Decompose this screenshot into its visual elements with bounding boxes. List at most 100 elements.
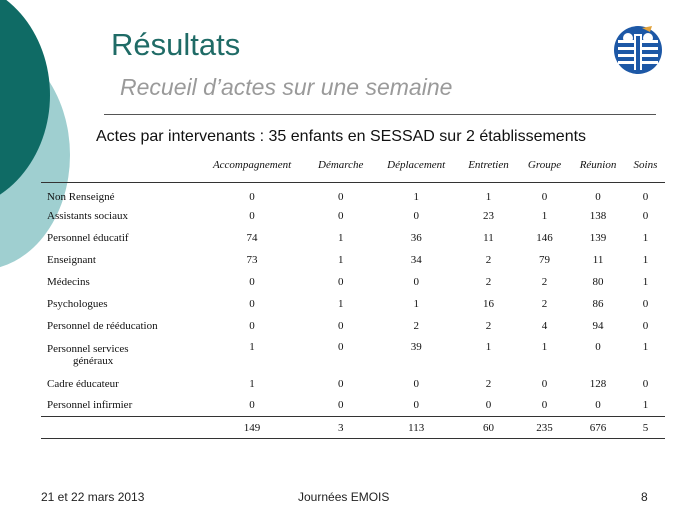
row-label: Psychologues: [47, 297, 108, 310]
cell: 1: [413, 297, 419, 310]
cell: 0: [337, 399, 344, 412]
cell: 0: [337, 190, 344, 203]
row-label-line2: généraux: [73, 354, 114, 367]
cell: 0: [642, 377, 649, 390]
cell: 0: [541, 399, 548, 412]
cell: 0: [249, 275, 255, 288]
cell: 1: [249, 340, 255, 353]
row-label: Personnel de rééducation: [47, 319, 158, 332]
cell: 0: [337, 377, 344, 390]
cell: 34: [410, 253, 422, 266]
cell: 0: [337, 340, 344, 353]
header-entretien: Entretien: [458, 148, 519, 183]
table-header-row: Accompagnement Démarche Déplacement Entr…: [41, 148, 665, 183]
total-cell: 149: [197, 416, 308, 439]
footer-event: Journées EMOIS: [298, 490, 390, 504]
row-label: Personnel éducatif: [47, 231, 129, 244]
cell: 73: [246, 253, 258, 266]
cell: 1: [642, 253, 649, 266]
cell: 0: [249, 319, 255, 332]
cell: 0: [249, 190, 255, 203]
row-label: Non Renseigné: [47, 190, 115, 203]
cell: 0: [642, 297, 649, 310]
cell: 0: [642, 319, 649, 332]
cell: 0: [595, 399, 601, 412]
cell: 94: [592, 319, 604, 332]
cell: 2: [485, 253, 492, 266]
title-divider: [104, 114, 656, 115]
total-cell: 235: [518, 416, 571, 439]
slide-title: Résultats: [111, 27, 241, 62]
cell: 0: [337, 275, 344, 288]
cell: 1: [485, 190, 492, 203]
total-cell: 5: [625, 416, 665, 439]
cell: 0: [541, 190, 548, 203]
cell: 139: [589, 231, 607, 244]
cell: 0: [595, 340, 601, 353]
total-cell: 3: [307, 416, 375, 439]
cell: 11: [483, 231, 494, 244]
table-row: Médecins 0 0 0 2 2 80 1: [41, 271, 665, 293]
slide-subtitle: Recueil d’actes sur une semaine: [120, 74, 453, 100]
cell: 36: [410, 231, 422, 244]
cell: 1: [642, 275, 649, 288]
table-row: Psychologues 0 1 1 16 2 86 0: [41, 293, 665, 315]
footer-page-number: 8: [641, 490, 648, 504]
header-accompagnement: Accompagnement: [197, 148, 308, 183]
results-table: Accompagnement Démarche Déplacement Entr…: [41, 148, 665, 439]
table-row: Personnel de rééducation 0 0 2 2 4 94 0: [41, 315, 665, 337]
header-reunion: Réunion: [570, 148, 626, 183]
cell: 1: [642, 399, 649, 412]
cell: 1: [485, 340, 492, 353]
table-caption: Actes par intervenants : 35 enfants en S…: [96, 128, 587, 145]
emois-logo-icon: [614, 26, 662, 74]
row-label: Médecins: [47, 275, 90, 288]
cell: 1: [541, 209, 548, 222]
cell: 1: [413, 190, 419, 203]
total-cell: 60: [458, 416, 519, 439]
cell: 16: [482, 297, 494, 310]
cell: 2: [485, 377, 492, 390]
cell: 0: [413, 399, 419, 412]
row-label-line1: Personnel services: [47, 342, 129, 355]
cell: 1: [642, 231, 649, 244]
table-row: Assistants sociaux 0 0 0 23 1 138 0: [41, 205, 665, 227]
cell: 1: [337, 253, 344, 266]
cell: 0: [249, 297, 255, 310]
cell: 146: [536, 231, 553, 244]
cell: 2: [541, 275, 548, 288]
row-label: Personnel services généraux: [41, 337, 197, 373]
table-row: Personnel infirmier 0 0 0 0 0 0 1: [41, 395, 665, 417]
cell: 0: [249, 209, 255, 222]
cell: 1: [249, 377, 255, 390]
cell: 74: [246, 231, 258, 244]
row-label: Cadre éducateur: [47, 377, 119, 390]
table-row: Non Renseigné 0 0 1 1 0 0 0: [41, 183, 665, 205]
table-row: Cadre éducateur 1 0 0 2 0 128 0: [41, 373, 665, 395]
total-cell: 113: [374, 416, 459, 439]
cell: 1: [337, 231, 344, 244]
cell: 2: [485, 319, 492, 332]
row-label: Personnel infirmier: [47, 399, 133, 412]
cell: 0: [595, 190, 601, 203]
row-label: Assistants sociaux: [47, 209, 128, 222]
cell: 1: [541, 340, 548, 353]
cell: 0: [413, 209, 419, 222]
totals-row: 149 3 113 60 235 676 5: [41, 416, 665, 439]
cell: 39: [410, 340, 422, 353]
cell: 1: [642, 340, 649, 353]
cell: 138: [589, 209, 607, 222]
totals-label: [41, 416, 197, 439]
cell: 0: [337, 209, 344, 222]
cell: 0: [642, 209, 649, 222]
total-cell: 676: [570, 416, 626, 439]
cell: 23: [482, 209, 494, 222]
header-demarche: Démarche: [307, 148, 375, 183]
cell: 0: [413, 377, 419, 390]
cell: 2: [485, 275, 492, 288]
header-soins: Soins: [625, 148, 665, 183]
table-row: Personnel éducatif 74 1 36 11 146 139 1: [41, 227, 665, 249]
cell: 86: [592, 297, 604, 310]
cell: 0: [485, 399, 492, 412]
header-empty: [41, 148, 197, 183]
